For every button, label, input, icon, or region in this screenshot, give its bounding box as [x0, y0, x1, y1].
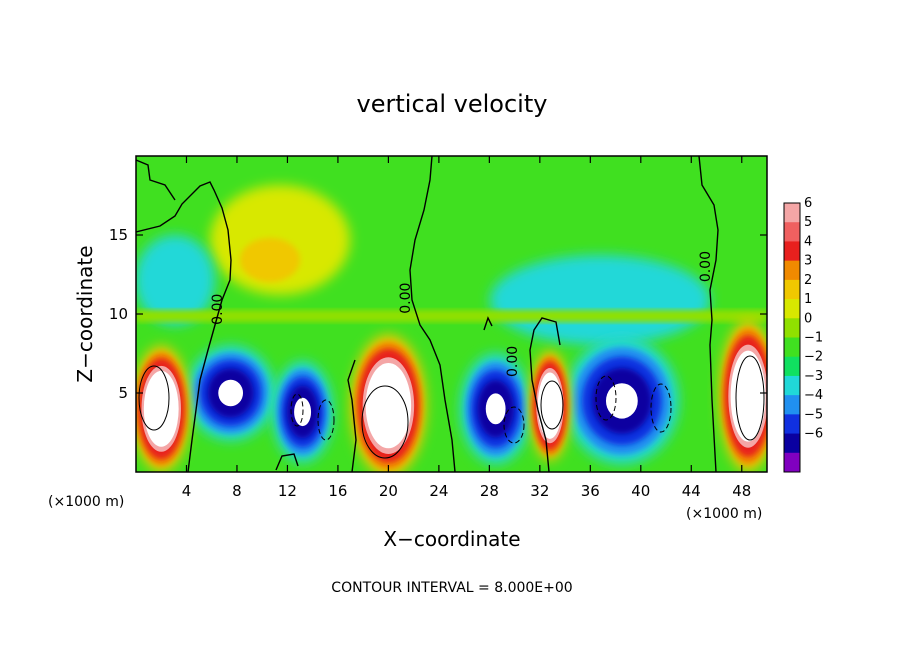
chart-title: vertical velocity — [357, 90, 548, 118]
y-axis-label: Z−coordinate — [73, 245, 97, 382]
zero-contours — [136, 156, 719, 472]
colorbar-label: 2 — [804, 273, 812, 288]
contour-label: 0.00 — [398, 283, 414, 314]
colorbar-swatch — [784, 337, 800, 358]
colorbar-swatch — [784, 241, 800, 262]
x-tick-label: 24 — [429, 482, 448, 500]
upper-downdraft-region — [490, 255, 710, 345]
colorbar-label: 3 — [804, 254, 812, 269]
contour-label: 0.00 — [210, 294, 226, 325]
x-tick-label: 4 — [182, 482, 192, 500]
updraft-cell — [730, 350, 766, 442]
colorbar-label: 6 — [804, 196, 812, 211]
colorbar-swatch — [784, 395, 800, 415]
colorbar-label: 1 — [804, 292, 812, 307]
velocity-field — [136, 156, 767, 472]
downdraft-cell — [485, 393, 506, 425]
y-tick-label: 5 — [118, 384, 128, 402]
x-tick-label: 8 — [232, 482, 242, 500]
colorbar-swatch — [784, 433, 800, 454]
weak-downdraft-region — [136, 235, 215, 325]
contour-labels: 0.00 0.00 0.00 0.00 — [210, 251, 714, 377]
updraft-cells — [136, 320, 767, 472]
colorbar-swatch — [784, 299, 800, 319]
colorbar-swatch — [784, 414, 800, 435]
x-axis-label: X−coordinate — [383, 527, 520, 551]
y-tick-label: 10 — [109, 305, 128, 323]
updraft-cell — [143, 370, 179, 447]
x-tick-label: 40 — [631, 482, 650, 500]
contour-label: 0.00 — [698, 251, 714, 282]
x-tick-label: 32 — [530, 482, 549, 500]
colorbar-swatch — [784, 203, 800, 223]
x-unit-left: (×1000 m) — [48, 494, 124, 510]
x-axis-ticks: 4 8 12 16 20 24 28 32 36 40 44 48 — [182, 156, 751, 500]
contour-interval-text: CONTOUR INTERVAL = 8.000E+00 — [331, 580, 572, 596]
colorbar-label: −6 — [804, 427, 823, 442]
downdraft-cell — [218, 379, 244, 407]
colorbar-swatch — [784, 222, 800, 242]
colorbar-label: 4 — [804, 234, 812, 249]
x-unit-right: (×1000 m) — [686, 506, 762, 522]
x-tick-label: 16 — [328, 482, 347, 500]
x-tick-label: 28 — [480, 482, 499, 500]
inner-contours — [138, 355, 765, 459]
mid-level-band — [136, 310, 767, 322]
x-tick-label: 48 — [732, 482, 751, 500]
weak-updraft-core — [240, 238, 300, 282]
colorbar-label: −1 — [804, 331, 823, 346]
colorbar-swatch — [784, 260, 800, 281]
colorbar-frame — [783, 202, 801, 473]
colorbar-swatch — [784, 375, 800, 396]
colorbar-label: 0 — [804, 311, 812, 326]
colorbar-label: −5 — [804, 407, 823, 422]
downdraft-cells — [186, 337, 679, 465]
contour-label: 0.00 — [505, 346, 521, 377]
x-tick-label: 44 — [682, 482, 701, 500]
colorbar-label: −4 — [804, 388, 823, 403]
x-tick-label: 36 — [581, 482, 600, 500]
colorbar-label: 5 — [804, 215, 812, 230]
colorbar: 6 5 4 3 2 1 0 −1 −2 −3 −4 −5 −6 — [783, 196, 823, 473]
colorbar-swatch — [784, 279, 800, 300]
colorbar-label: −2 — [804, 350, 823, 365]
x-tick-label: 20 — [379, 482, 398, 500]
x-tick-label: 12 — [278, 482, 297, 500]
downdraft-cell — [605, 383, 638, 419]
y-tick-label: 15 — [109, 226, 128, 244]
colorbar-swatch — [784, 452, 800, 473]
colorbar-swatch — [784, 318, 800, 338]
updraft-cell — [365, 362, 412, 449]
colorbar-label: −3 — [804, 369, 823, 384]
y-axis-ticks: 5 10 15 — [109, 226, 767, 402]
colorbar-swatch — [784, 356, 800, 377]
